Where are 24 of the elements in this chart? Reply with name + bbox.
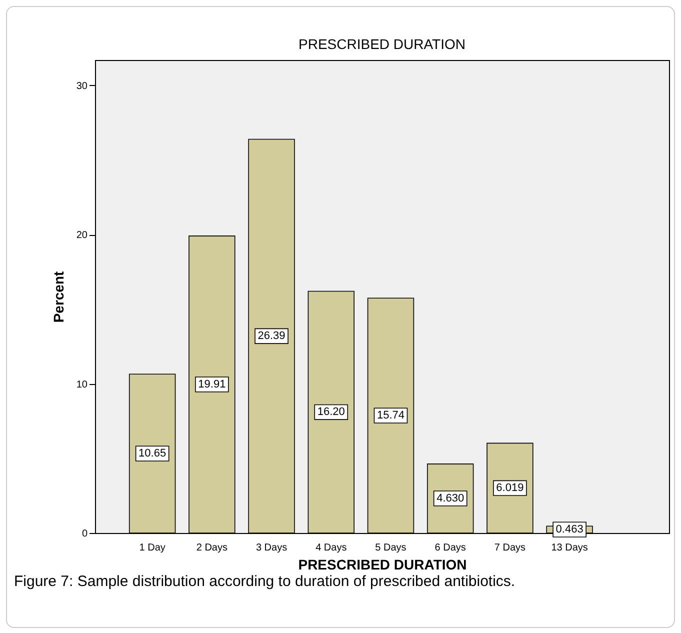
x-tick-label: 13 Days	[551, 542, 588, 554]
data-label: 4.630	[436, 492, 464, 504]
y-tick-label: 30	[76, 80, 88, 92]
data-label: 26.39	[258, 330, 286, 342]
x-tick-label: 7 Days	[494, 542, 526, 554]
y-axis-title: Percent	[50, 270, 66, 323]
x-tick-label: 2 Days	[196, 542, 228, 554]
data-label: 6.019	[496, 482, 524, 494]
x-tick-label: 4 Days	[316, 542, 347, 554]
data-label: 15.74	[376, 410, 405, 422]
chart-title: PRESCRIBED DURATION	[298, 36, 466, 52]
x-tick-label: 5 Days	[375, 542, 406, 554]
x-tick-label: 1 Day	[139, 542, 166, 554]
y-tick-label: 20	[76, 230, 88, 242]
data-label: 16.20	[317, 406, 345, 418]
data-label: 0.463	[556, 524, 584, 536]
y-tick-label: 0	[82, 528, 88, 540]
data-label: 19.91	[198, 378, 226, 390]
x-tick-label: 6 Days	[434, 542, 466, 554]
caption: Figure 7: Sample distribution according to duration of prescribed antibiotics.	[14, 573, 516, 590]
data-label: 10.65	[138, 448, 166, 460]
x-axis-title: PRESCRIBED DURATION	[298, 556, 467, 572]
x-tick-label: 3 Days	[256, 542, 288, 554]
y-tick-label: 10	[76, 379, 88, 390]
